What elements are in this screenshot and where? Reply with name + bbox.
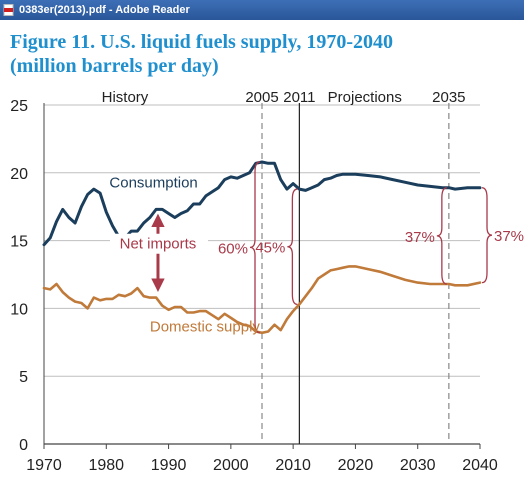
x-tick-label: 2040: [462, 457, 498, 474]
top-label: 2011: [283, 89, 315, 106]
net-imports-label-bg: [109, 233, 208, 254]
x-tick-label: 1980: [88, 457, 124, 474]
x-tick-label: 1970: [26, 457, 62, 474]
import-share-label: 45%: [255, 240, 285, 257]
x-tick-label: 2030: [400, 457, 436, 474]
series-label-consumption: Consumption: [109, 175, 197, 192]
y-tick-label: 10: [10, 301, 28, 318]
top-label: 2005: [245, 89, 278, 106]
import-share-label: 37%: [405, 229, 435, 246]
series-line-domestic: [42, 265, 482, 335]
figure-title-line1: Figure 11. U.S. liquid fuels supply, 197…: [10, 31, 394, 53]
series-line-consumption: [42, 160, 482, 247]
import-share-label: 60%: [218, 240, 248, 257]
import-share-label: 37%: [494, 228, 524, 245]
figure-title-line2: (million barrels per day): [10, 55, 219, 77]
import-share-brace: [287, 188, 298, 305]
window-title: 0383er(2013).pdf - Adobe Reader: [19, 4, 190, 16]
top-label: Projections: [328, 89, 402, 106]
y-tick-label: 5: [19, 369, 28, 386]
x-tick-label: 1990: [151, 457, 187, 474]
import-share-brace: [436, 187, 447, 285]
import-share-brace: [481, 187, 493, 284]
import-share-brace: [249, 161, 261, 334]
series-label-domestic: Domestic supply: [150, 318, 261, 335]
x-tick-label: 2010: [275, 457, 311, 474]
net-imports-label: Net imports: [120, 236, 197, 253]
top-label: 2035: [432, 89, 465, 106]
x-tick-label: 2020: [338, 457, 374, 474]
y-tick-label: 0: [19, 437, 28, 454]
window-titlebar[interactable]: 0383er(2013).pdf - Adobe Reader: [0, 0, 524, 20]
pdf-document-icon: [3, 4, 15, 16]
top-label: History: [102, 89, 149, 106]
y-tick-label: 20: [10, 166, 28, 183]
x-tick-label: 2000: [213, 457, 249, 474]
y-tick-label: 25: [10, 98, 28, 115]
y-tick-label: 15: [10, 234, 28, 251]
figure-title: Figure 11. U.S. liquid fuels supply, 197…: [10, 30, 520, 78]
